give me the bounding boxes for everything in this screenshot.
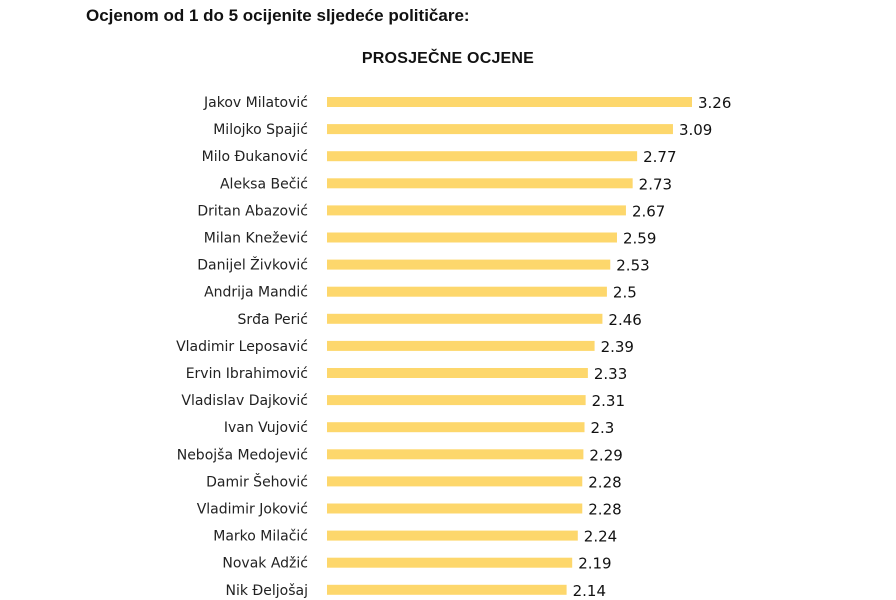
category-label-jakov-milatovic: Jakov Milatović (203, 95, 308, 111)
bar-nebojsa-medojevic (327, 449, 584, 460)
bar-novak-adzic (327, 557, 573, 568)
bar-andrija-mandic (327, 286, 607, 297)
chart-title: PROSJEČNE OCJENE (361, 50, 535, 67)
bar-dritan-abazovic (327, 205, 626, 216)
bar-milojko-spajic (327, 124, 673, 135)
category-label-milo-dukanovic: Milo Đukanović (202, 149, 308, 165)
category-label-vladimir-leposavic: Vladimir Leposavić (176, 339, 308, 355)
bar-srda-peric (327, 313, 603, 324)
bar-milo-dukanovic (327, 151, 638, 162)
category-label-marko-milacic: Marko Milačić (213, 529, 308, 545)
value-label-srda-peric: 2.46 (608, 311, 641, 329)
value-label-nebojsa-medojevic: 2.29 (589, 446, 622, 464)
category-label-danijel-zivkovic: Danijel Živković (197, 256, 308, 274)
category-label-novak-adzic: Novak Adžić (222, 556, 308, 572)
bar-jakov-milatovic (327, 97, 692, 107)
question-text: Ocjenom od 1 do 5 ocijenite sljedeće pol… (86, 6, 470, 25)
category-label-ervin-ibrahimovic: Ervin Ibrahimović (186, 366, 308, 382)
category-label-srda-peric: Srđa Perić (238, 312, 308, 328)
category-label-nebojsa-medojevic: Nebojša Medojević (177, 447, 308, 463)
value-label-vladimir-leposavic: 2.39 (601, 338, 634, 356)
value-label-danijel-zivkovic: 2.53 (616, 257, 649, 275)
category-label-milojko-spajic: Milojko Spajić (213, 122, 308, 138)
bar-ivan-vujovic (327, 422, 585, 433)
bar-milan-knezevic (327, 232, 617, 243)
value-label-milo-dukanovic: 2.77 (643, 148, 676, 166)
category-label-milan-knezevic: Milan Knežević (204, 231, 308, 247)
bar-vladimir-jokovic (327, 503, 583, 514)
category-label-aleksa-becic: Aleksa Bečić (220, 176, 308, 192)
value-label-ervin-ibrahimovic: 2.33 (594, 365, 627, 383)
category-label-vladimir-jokovic: Vladimir Joković (197, 502, 308, 518)
value-label-andrija-mandic: 2.5 (613, 284, 637, 302)
bar-damir-sehovic (327, 476, 583, 487)
value-label-nik-deljosaj: 2.14 (573, 582, 606, 600)
value-label-aleksa-becic: 2.73 (639, 175, 672, 193)
value-label-novak-adzic: 2.19 (578, 555, 611, 573)
value-label-vladislav-dajkovic: 2.31 (592, 392, 625, 410)
category-label-dritan-abazovic: Dritan Abazović (197, 203, 308, 219)
category-label-nik-deljosaj: Nik Đeljošaj (226, 583, 309, 599)
value-label-milan-knezevic: 2.59 (623, 230, 656, 248)
value-label-marko-milacic: 2.24 (584, 528, 617, 546)
category-label-damir-sehovic: Damir Šehović (206, 472, 308, 490)
bar-vladimir-leposavic (327, 340, 595, 351)
category-label-andrija-mandic: Andrija Mandić (204, 285, 308, 301)
value-label-damir-sehovic: 2.28 (588, 473, 621, 491)
bar-danijel-zivkovic (327, 259, 611, 270)
bar-marko-milacic (327, 530, 578, 541)
value-label-dritan-abazovic: 2.67 (632, 202, 665, 220)
bar-vladislav-dajkovic (327, 395, 586, 406)
bar-nik-deljosaj (327, 584, 567, 595)
value-label-jakov-milatovic: 3.26 (698, 94, 731, 112)
value-label-ivan-vujovic: 2.3 (591, 419, 615, 437)
bar-ervin-ibrahimovic (327, 368, 588, 378)
value-label-milojko-spajic: 3.09 (679, 121, 712, 139)
bar-aleksa-becic (327, 178, 633, 189)
value-label-vladimir-jokovic: 2.28 (588, 501, 621, 519)
category-label-vladislav-dajkovic: Vladislav Dajković (181, 393, 308, 409)
category-label-ivan-vujovic: Ivan Vujović (224, 420, 308, 436)
